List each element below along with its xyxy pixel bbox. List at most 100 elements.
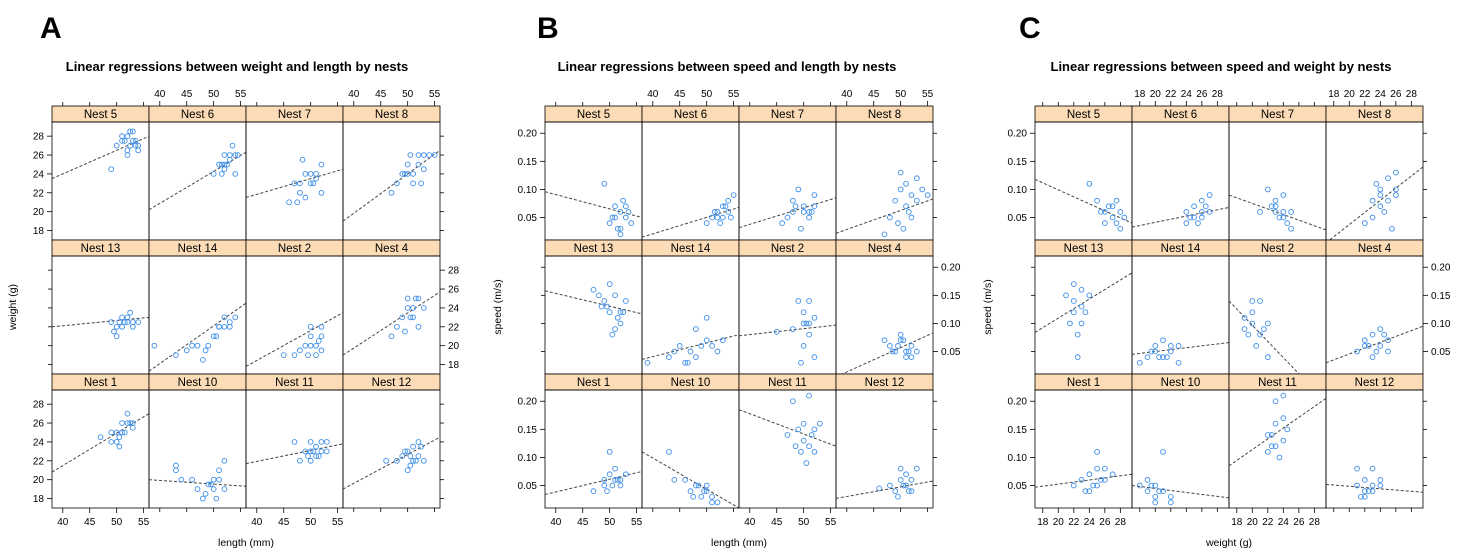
panel-marks: [545, 281, 642, 338]
regression-line: [739, 409, 836, 447]
data-point: [881, 337, 888, 344]
data-point: [183, 347, 190, 354]
data-point: [1152, 493, 1159, 500]
regression-line: [739, 197, 836, 229]
data-point: [606, 471, 613, 478]
data-point: [235, 152, 241, 158]
data-point: [119, 323, 125, 330]
data-point: [1152, 343, 1159, 349]
panel-marks: [739, 298, 836, 366]
panel-nest-10: Nest 10: [641, 373, 740, 509]
data-point: [1381, 209, 1388, 215]
data-point: [1264, 186, 1271, 193]
panel-frame: [1131, 389, 1230, 509]
x-tick-label: 45: [181, 89, 193, 100]
regression-line: [246, 443, 343, 465]
data-point: [1198, 214, 1205, 221]
data-point: [1257, 331, 1263, 338]
data-point: [399, 171, 406, 177]
data-point: [695, 482, 702, 489]
panel-frame: [148, 389, 247, 509]
x-tick-label: 40: [154, 89, 166, 100]
data-point: [1101, 477, 1108, 483]
data-point: [1245, 331, 1252, 338]
panel-frame: [342, 121, 441, 241]
data-point: [1082, 309, 1089, 316]
data-point: [1377, 203, 1384, 210]
data-point: [297, 457, 303, 464]
data-point: [1276, 214, 1283, 221]
data-point: [596, 292, 602, 299]
data-point: [113, 142, 120, 149]
y-tick-label: 0.05: [1431, 347, 1451, 358]
data-point: [383, 457, 389, 464]
strip-label: Nest 7: [278, 109, 311, 121]
data-point: [1284, 220, 1291, 226]
data-point: [1074, 331, 1081, 338]
data-point: [725, 197, 732, 204]
data-point: [714, 209, 721, 215]
y-tick-label: 0.10: [518, 185, 538, 196]
data-point: [806, 298, 812, 304]
panel-frame: [245, 255, 344, 375]
data-point: [221, 314, 228, 321]
x-tick-label: 26: [1293, 517, 1305, 528]
x-tick-label: 22: [1359, 89, 1371, 100]
data-point: [1198, 209, 1205, 215]
data-point: [113, 439, 120, 445]
data-point: [1191, 203, 1197, 210]
y-tick-label: 0.05: [941, 347, 961, 358]
data-point: [407, 462, 414, 469]
x-tick-label: 50: [402, 89, 414, 100]
data-point: [119, 420, 125, 426]
panel-frame: [738, 255, 837, 375]
data-point: [892, 348, 899, 355]
panel-letter: C: [1019, 12, 1041, 45]
data-point: [601, 482, 608, 489]
data-point: [113, 333, 120, 340]
data-point: [200, 495, 206, 502]
chart-b: B Linear regressions between speed and le…: [492, 12, 961, 549]
panel-marks: [149, 457, 246, 502]
data-point: [129, 420, 136, 426]
y-tick-label: 0.20: [1431, 263, 1451, 274]
x-tick-label: 24: [1181, 89, 1193, 100]
data-point: [709, 493, 715, 500]
panel-marks: [343, 291, 440, 356]
y-tick-label: 0.05: [518, 213, 538, 224]
data-point: [1094, 448, 1100, 455]
data-point: [895, 343, 901, 349]
data-point: [1272, 203, 1279, 210]
data-point: [1094, 482, 1100, 489]
data-point: [806, 209, 812, 215]
strip-label: Nest 13: [81, 243, 121, 255]
data-point: [798, 448, 804, 455]
data-point: [887, 482, 893, 489]
regression-line: [545, 191, 642, 219]
data-point: [1175, 343, 1182, 349]
y-tick-label: 0.05: [518, 481, 538, 492]
data-point: [1257, 209, 1263, 215]
data-point: [908, 477, 915, 483]
data-point: [897, 337, 904, 344]
data-point: [811, 354, 818, 360]
data-point: [908, 214, 915, 221]
chart-title: Linear regressions between speed and wei…: [1051, 59, 1392, 74]
x-tick-label: 24: [1278, 517, 1290, 528]
panel-frame: [1228, 121, 1327, 241]
data-point: [800, 309, 807, 316]
data-point: [1389, 225, 1395, 232]
data-point: [1086, 180, 1093, 187]
data-point: [216, 161, 222, 168]
data-point: [307, 448, 314, 455]
data-point: [1144, 477, 1151, 483]
data-point: [1195, 220, 1201, 226]
data-point: [129, 128, 136, 135]
data-point: [703, 337, 710, 344]
data-point: [897, 331, 904, 338]
data-point: [310, 180, 317, 187]
data-point: [1361, 493, 1368, 500]
data-point: [644, 359, 651, 366]
data-point: [218, 161, 225, 168]
data-point: [1369, 331, 1376, 338]
